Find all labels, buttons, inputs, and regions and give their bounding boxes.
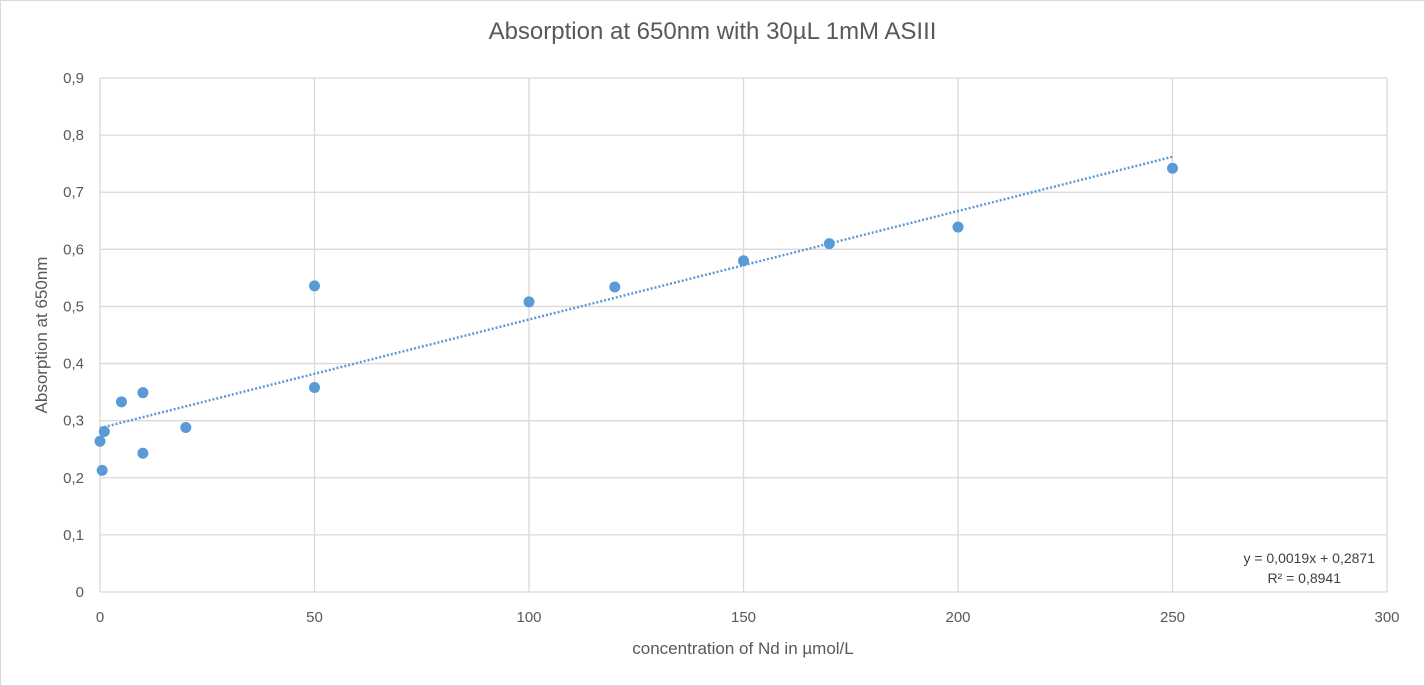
y-tick-label: 0 xyxy=(76,584,84,601)
data-point xyxy=(952,221,964,233)
trendline xyxy=(99,155,1173,430)
gridlines xyxy=(99,77,1388,593)
y-axis-ticks: 0 0,1 0,2 0,3 0,4 0,5 0,6 0,7 0,8 0,9 xyxy=(63,70,84,601)
y-tick-label: 0,1 xyxy=(63,527,84,544)
data-point xyxy=(94,435,106,447)
data-point xyxy=(823,238,835,250)
y-tick-label: 0,6 xyxy=(63,241,84,258)
trendline-equation: y = 0,0019x + 0,2871 xyxy=(1243,550,1375,566)
data-point xyxy=(137,447,149,459)
data-point xyxy=(309,280,320,292)
trendline-r-squared: R² = 0,8941 xyxy=(1267,570,1341,586)
data-point xyxy=(115,396,127,408)
y-axis-title: Absorption at 650nm xyxy=(32,257,51,414)
y-tick-label: 0,9 xyxy=(63,70,84,87)
data-point xyxy=(738,255,749,267)
data-point xyxy=(180,422,192,434)
x-tick-label: 50 xyxy=(306,609,323,626)
x-tick-label: 100 xyxy=(516,609,541,626)
x-tick-label: 150 xyxy=(731,609,756,626)
x-axis-title: concentration of Nd in µmol/L xyxy=(632,639,853,658)
y-tick-label: 0,4 xyxy=(63,356,84,373)
data-points xyxy=(94,162,1178,476)
x-tick-label: 250 xyxy=(1160,609,1185,626)
data-point xyxy=(1167,162,1178,174)
chart-title: Absorption at 650nm with 30µL 1mM ASIII xyxy=(488,18,937,45)
y-tick-label: 0,3 xyxy=(63,413,84,430)
x-tick-label: 200 xyxy=(945,609,970,626)
x-axis-ticks: 0 50 100 150 200 250 300 xyxy=(96,609,1400,626)
y-tick-label: 0,5 xyxy=(63,298,84,315)
data-point xyxy=(309,382,320,394)
x-tick-label: 0 xyxy=(96,609,104,626)
y-tick-label: 0,2 xyxy=(63,470,84,487)
data-point xyxy=(96,464,108,476)
y-tick-label: 0,7 xyxy=(63,184,84,201)
y-tick-label: 0,8 xyxy=(63,127,84,144)
data-point xyxy=(137,387,149,399)
data-point xyxy=(523,296,535,308)
trendline-label: y = 0,0019x + 0,2871 R² = 0,8941 xyxy=(1243,548,1375,588)
data-point xyxy=(98,426,110,438)
data-point xyxy=(609,281,621,293)
trendline-group xyxy=(99,155,1173,430)
x-tick-label: 300 xyxy=(1374,609,1399,626)
